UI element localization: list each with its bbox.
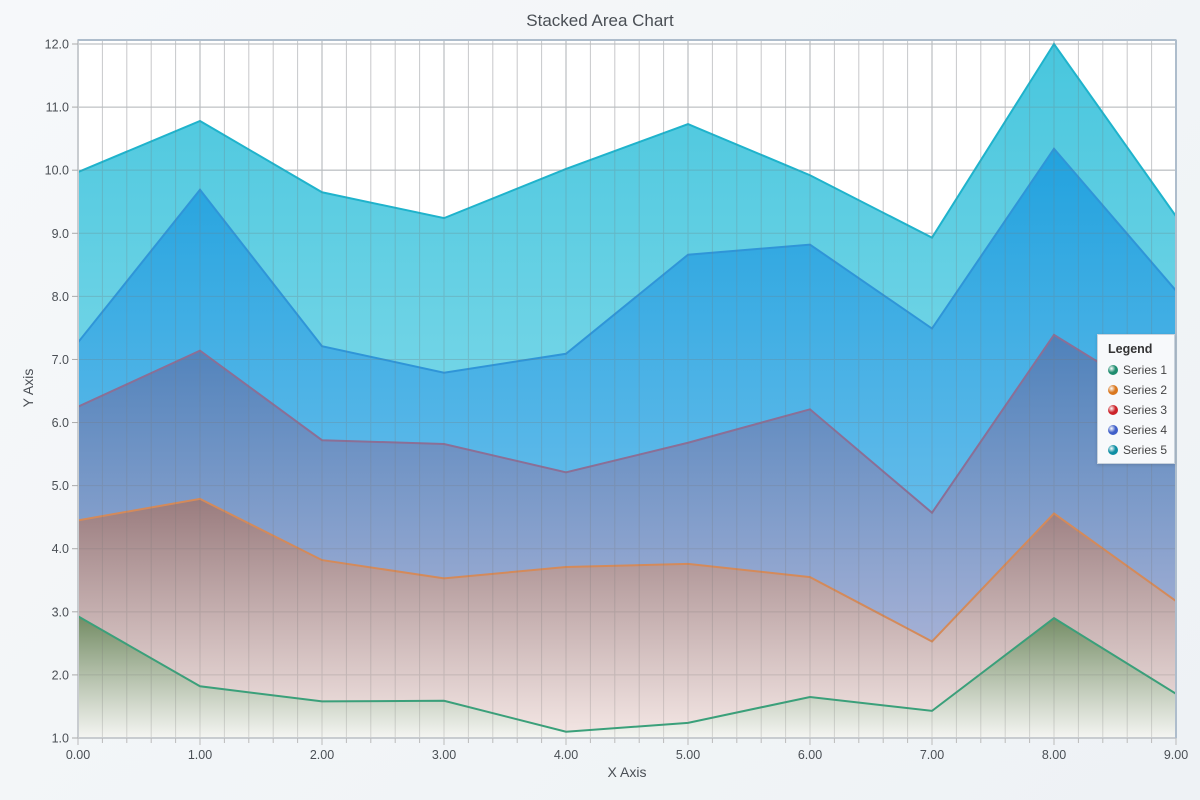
y-tick-label: 9.0 [52,227,69,241]
x-tick-label: 8.00 [1042,748,1066,762]
series-2-marker-icon [1108,385,1118,395]
chart-title: Stacked Area Chart [526,11,674,30]
y-tick-label: 6.0 [52,416,69,430]
y-tick-label: 11.0 [46,101,69,115]
series-3-line [78,333,1176,515]
x-tick-label: 9.00 [1164,748,1188,762]
series-1-marker-icon [1108,365,1118,375]
y-tick-label: 5.0 [52,479,69,493]
x-tick-label: 1.00 [188,748,212,762]
legend-item-series-3[interactable]: Series 3 [1108,400,1174,420]
legend-title: Legend [1108,342,1153,356]
y-tick-label: 2.0 [52,668,69,682]
series-4-line [78,147,1176,374]
series-5-line [78,42,1176,239]
x-tick-label: 4.00 [554,748,578,762]
x-tick-label: 2.00 [310,748,334,762]
legend-item-series-5[interactable]: Series 5 [1108,440,1174,460]
series-4-marker-icon [1108,425,1118,435]
series-2-line [78,497,1176,643]
y-tick-label: 12.0 [45,38,69,52]
x-tick-label: 0.00 [66,748,90,762]
series-2-area [78,498,1176,738]
series-5-marker-icon [1108,445,1118,455]
stacked-areas [78,40,1176,738]
legend-item-series-1[interactable]: Series 1 [1108,360,1174,380]
series-3-marker-icon [1108,405,1118,415]
series-1-line [78,615,1176,733]
legend-item-series-4[interactable]: Series 4 [1108,420,1174,440]
y-tick-label: 4.0 [52,542,69,556]
x-axis-label: X Axis [607,764,647,780]
x-tick-label: 6.00 [798,748,822,762]
y-tick-label: 10.0 [45,164,69,178]
y-tick-label: 7.0 [52,353,69,367]
y-tick-label: 3.0 [52,605,69,619]
legend-item-series-2[interactable]: Series 2 [1108,380,1174,400]
y-tick-label: 1.0 [52,732,69,746]
axes: 1.0 2.0 3.0 4.0 5.0 6.0 7.0 8.0 9.0 10.0 11.0 12.0 0… [45,38,1189,763]
x-tick-label: 3.00 [432,748,456,762]
y-tick-label: 8.0 [52,290,69,304]
x-tick-label: 5.00 [676,748,700,762]
x-tick-label: 7.00 [920,748,944,762]
legend: Legend Series 1 Series 2 Series 3 Series… [1097,334,1175,464]
